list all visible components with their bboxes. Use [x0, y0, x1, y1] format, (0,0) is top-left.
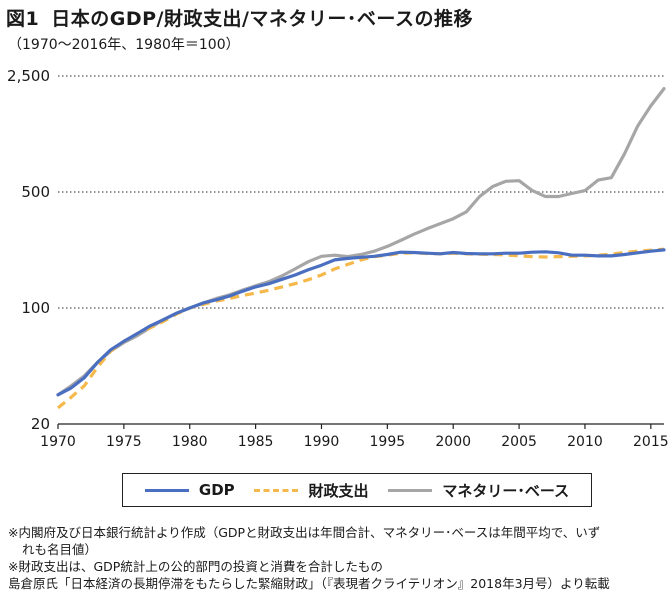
note-line-1: ※内閣府及び日本銀行統計より作成（GDPと財政支出は年間合計、マネタリー･ベース…: [8, 525, 601, 540]
x-tick-label: 2005: [501, 434, 537, 450]
legend-item-fiscal: 財政支出: [254, 480, 369, 501]
legend-label-gdp: GDP: [198, 481, 235, 499]
chart-title: 図1 日本のGDP/財政支出/マネタリー･ベースの推移: [6, 4, 473, 31]
legend-swatch-gdp: [144, 488, 189, 492]
series-line-gdp: [56, 248, 666, 397]
y-tick-label: 2,500: [7, 67, 50, 85]
y-tick-label: 100: [21, 299, 50, 317]
chart-subtitle: （1970〜2016年、1980年＝100）: [8, 37, 240, 53]
legend-label-monetary-base: マネタリー･ベース: [442, 481, 570, 500]
source-note: 島倉原氏「日本経済の長期停滞をもたらした緊縮財政」（『表現者クライテリオン』20…: [8, 576, 610, 591]
note-line-3: ※財政支出は、GDP統計上の公的部門の投資と消費を合計したもの: [8, 559, 383, 574]
note-line-2: れも名目値）: [22, 542, 98, 557]
series-line-monetary-base: [56, 86, 666, 397]
x-tick-label: 1980: [172, 434, 208, 450]
line-chart: 20 100 500 2,500 1970 1975 1980 1985 1990 1995 200…: [7, 67, 669, 450]
legend-item-monetary-base: マネタリー･ベース: [388, 480, 569, 501]
x-tick-label: 2010: [567, 434, 603, 450]
figure-label: 図1: [6, 8, 40, 30]
x-tick-label: 1970: [40, 434, 76, 450]
legend: GDP 財政支出 マネタリー･ベース: [122, 473, 592, 507]
legend-swatch-monetary-base: [388, 488, 433, 492]
footnotes: ※内閣府及び日本銀行統計より作成（GDPと財政支出は年間合計、マネタリー･ベース…: [8, 524, 668, 592]
title-text: 日本のGDP/財政支出/マネタリー･ベースの推移: [51, 8, 473, 30]
legend-item-gdp: GDP: [144, 481, 235, 499]
x-tick-label: 1995: [370, 434, 406, 450]
legend-label-fiscal: 財政支出: [308, 481, 369, 500]
x-tick-label: 2000: [435, 434, 471, 450]
x-tick-label: 2015: [633, 434, 669, 450]
x-tick-label: 1990: [304, 434, 340, 450]
series-line-fiscal-spending: [56, 247, 665, 410]
x-tick-label: 1985: [238, 434, 274, 450]
x-tick-label: 1975: [106, 434, 142, 450]
legend-swatch-fiscal: [254, 488, 299, 492]
y-tick-label: 500: [21, 183, 50, 201]
y-tick-label: 20: [31, 415, 50, 433]
